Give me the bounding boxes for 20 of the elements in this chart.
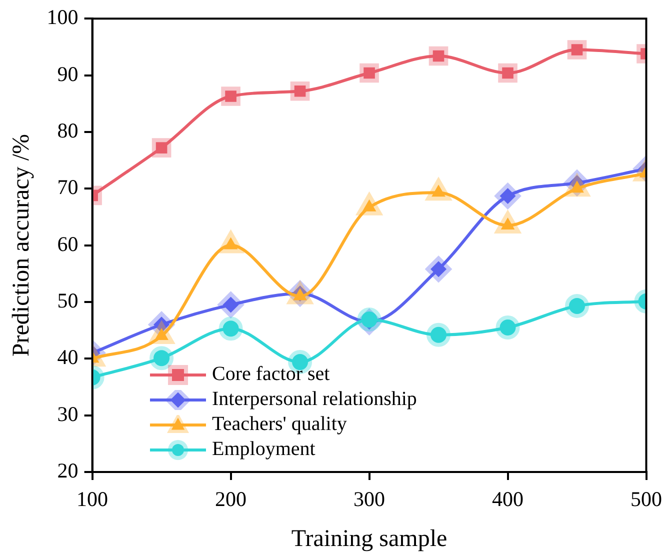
- y-axis-title: Prediction accuracy /%: [8, 134, 35, 357]
- y-tick-label: 60: [57, 232, 78, 256]
- y-tick-label: 30: [57, 402, 78, 426]
- y-tick-label: 20: [57, 458, 78, 483]
- x-tick-label: 200: [215, 487, 247, 512]
- legend-label: Interpersonal relationship: [212, 387, 417, 412]
- x-tick-label: 400: [492, 487, 524, 512]
- y-tick-label: 50: [57, 288, 78, 312]
- x-axis-title: Training sample: [291, 526, 448, 552]
- legend-label: Employment: [212, 437, 316, 462]
- x-tick-label: 300: [354, 487, 386, 512]
- legend-label: Teachers' quality: [212, 412, 347, 437]
- x-tick-label: 100: [76, 487, 108, 512]
- x-tick-label: 500: [630, 487, 662, 512]
- y-tick-label: 90: [57, 62, 78, 86]
- y-tick-label: 70: [57, 175, 78, 200]
- legend-label: Core factor set: [212, 362, 330, 387]
- y-tick-label: 80: [57, 118, 78, 142]
- y-tick-label: 100: [46, 5, 78, 30]
- y-tick-label: 40: [57, 345, 78, 370]
